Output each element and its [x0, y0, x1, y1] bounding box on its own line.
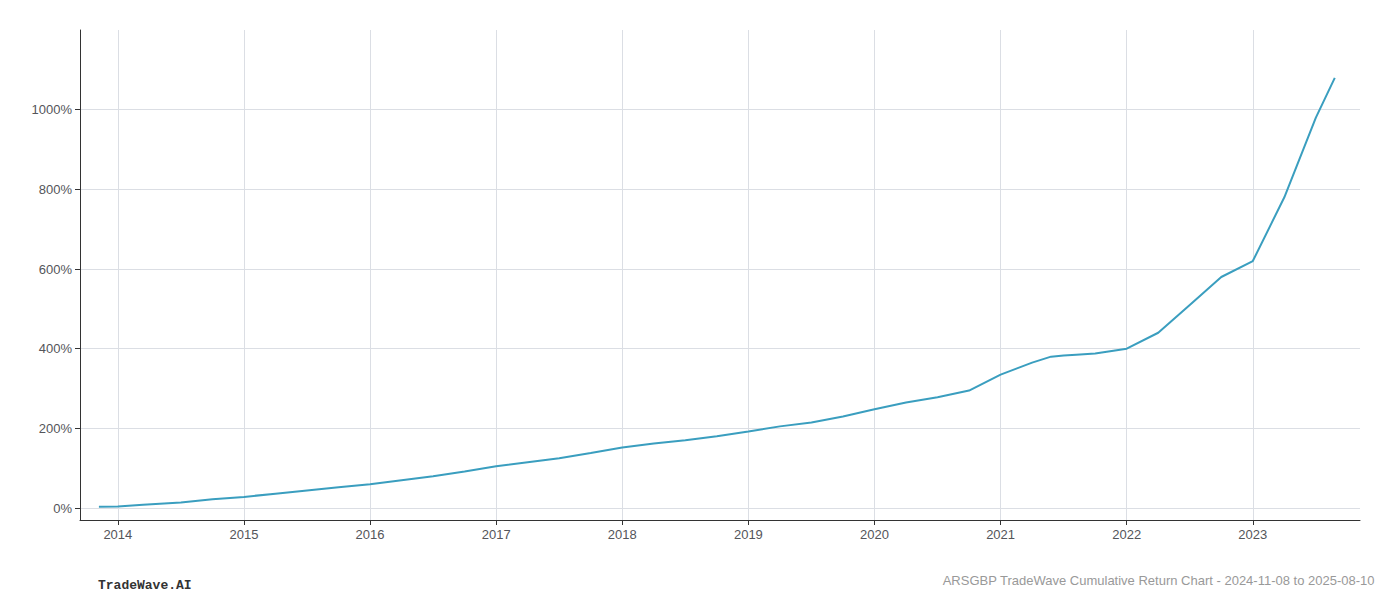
svg-text:TradeWave.AI: TradeWave.AI	[98, 578, 192, 593]
svg-text:2014: 2014	[103, 527, 132, 542]
svg-text:2023: 2023	[1238, 527, 1267, 542]
svg-text:2020: 2020	[860, 527, 889, 542]
svg-text:2016: 2016	[356, 527, 385, 542]
svg-text:2015: 2015	[229, 527, 258, 542]
svg-text:1000%: 1000%	[32, 102, 73, 117]
svg-text:600%: 600%	[39, 262, 73, 277]
svg-text:2018: 2018	[608, 527, 637, 542]
svg-text:200%: 200%	[39, 421, 73, 436]
svg-text:2019: 2019	[734, 527, 763, 542]
svg-text:2017: 2017	[482, 527, 511, 542]
svg-text:2022: 2022	[1112, 527, 1141, 542]
svg-text:ARSGBP TradeWave Cumulative Re: ARSGBP TradeWave Cumulative Return Chart…	[943, 573, 1375, 588]
svg-text:0%: 0%	[53, 501, 72, 516]
svg-text:2021: 2021	[986, 527, 1015, 542]
svg-text:800%: 800%	[39, 182, 73, 197]
svg-text:400%: 400%	[39, 341, 73, 356]
